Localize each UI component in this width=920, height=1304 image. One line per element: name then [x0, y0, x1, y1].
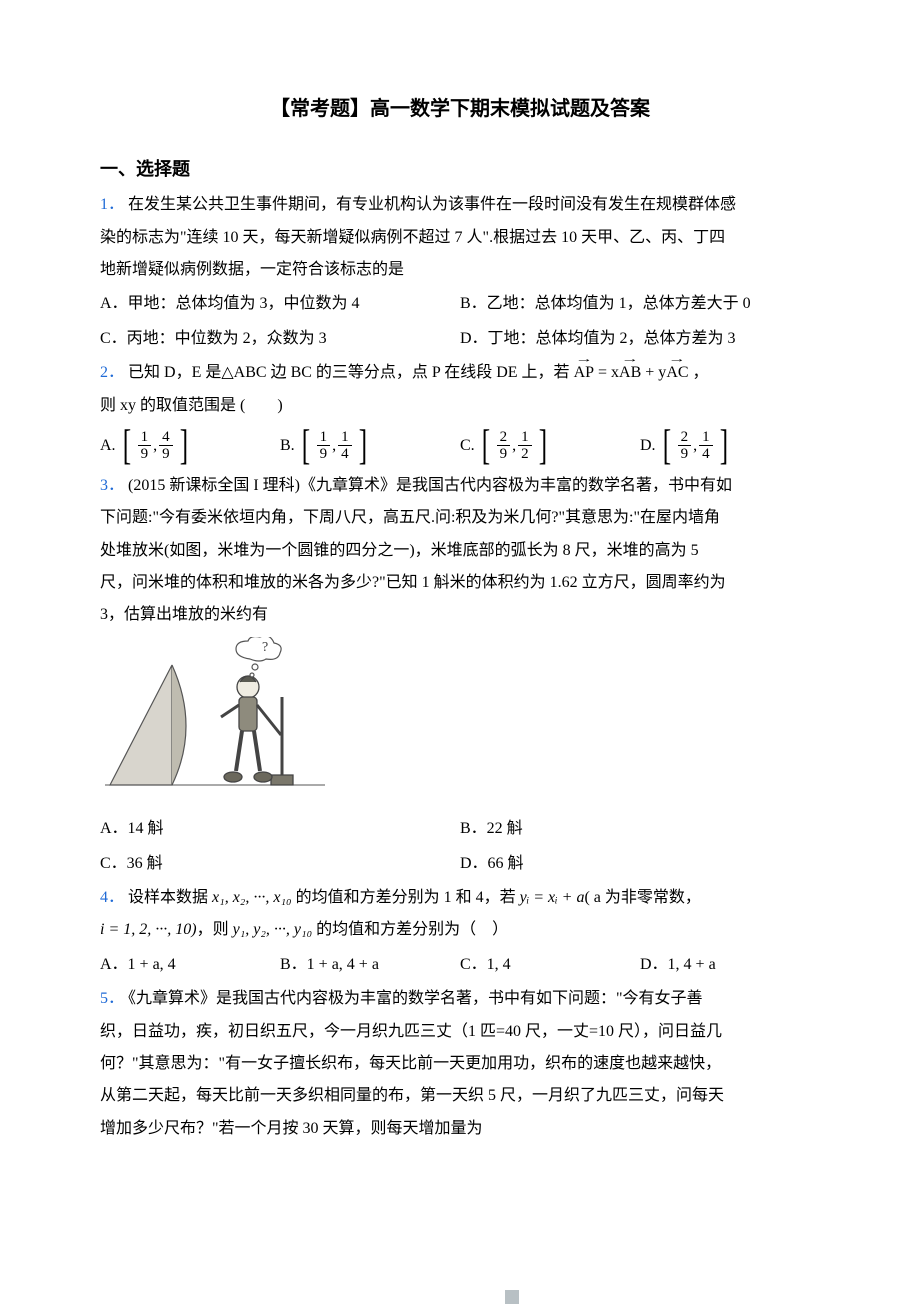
- q3-opt-c: C．36 斛: [100, 847, 460, 881]
- rice-pile-illustration: ?: [100, 637, 330, 797]
- q5-line5: 增加多少尺布？"若一个月按 30 天算，则每天增加量为: [100, 1114, 820, 1144]
- vec-ab: AB: [619, 358, 641, 388]
- q1-opt-c: C．丙地：中位数为 2，众数为 3: [100, 322, 460, 356]
- q4-t2c: 的均值和方差分别为（ ）: [312, 921, 508, 938]
- vec-ap: AP: [574, 358, 594, 388]
- q4-seq1: x₁, x₂, ···, x₁₀: [212, 889, 292, 906]
- q3-line2: 下问题:"今有委米依垣内角，下周八尺，高五尺.问:积及为米几何?"其意思为:"在…: [100, 503, 820, 533]
- q2-text-c: ，: [693, 364, 709, 381]
- interval-c: [29,12]: [479, 425, 550, 467]
- q4-irange: i = 1, 2, ···, 10): [100, 921, 197, 938]
- interval-a: [19,49]: [120, 425, 191, 467]
- q4-number: 4．: [100, 889, 124, 906]
- q4-text-b: 的均值和方差分别为 1 和 4，若: [292, 889, 520, 906]
- vec-ac: AC: [666, 358, 688, 388]
- q5-line2: 织，日益功，疾，初日织五尺，今一月织九匹三丈（1 匹=40 尺，一丈=10 尺）…: [100, 1017, 820, 1047]
- q4-text-a: 设样本数据: [128, 889, 212, 906]
- q3-line4: 尺，问米堆的体积和堆放的米各为多少?"已知 1 斛米的体积约为 1.62 立方尺…: [100, 568, 820, 598]
- q2-text-b: ABC 边 BC 的三等分点，点 P 在线段 DE 上，若: [234, 364, 570, 381]
- q4-seq2: y₁, y₂, ···, y₁₀: [233, 921, 313, 938]
- q4-opt-a: A．1 + a, 4: [100, 948, 280, 982]
- q2-stem-line1: 2．已知 D，E 是△ABC 边 BC 的三等分点，点 P 在线段 DE 上，若…: [100, 358, 820, 388]
- q3-t1: (2015 新课标全国 I 理科)《九章算术》是我国古代内容极为丰富的数学名著，…: [128, 477, 732, 494]
- q2-opt-a: A. [19,49]: [100, 423, 280, 469]
- q4-opt-b: B．1 + a, 4 + a: [280, 948, 460, 982]
- q1-opt-a: A．甲地：总体均值为 3，中位数为 4: [100, 287, 460, 321]
- q2-b-label: B.: [280, 431, 295, 461]
- q1-options: A．甲地：总体均值为 3，中位数为 4 B．乙地：总体均值为 1，总体方差大于 …: [100, 287, 820, 356]
- q4-opt-c: C．1, 4: [460, 948, 640, 982]
- q2-options: A. [19,49] B. [19,14] C. [29,12] D. [29,…: [100, 423, 820, 469]
- document-title: 【常考题】高一数学下期末模拟试题及答案: [100, 90, 820, 128]
- q5-number: 5．: [100, 990, 124, 1007]
- q2-opt-d: D. [29,14]: [640, 423, 820, 469]
- q4-options: A．1 + a, 4 B．1 + a, 4 + a C．1, 4 D．1, 4 …: [100, 948, 820, 982]
- q3-opt-d: D．66 斛: [460, 847, 820, 881]
- q3-line1: 3．(2015 新课标全国 I 理科)《九章算术》是我国古代内容极为丰富的数学名…: [100, 471, 820, 501]
- q2-d-label: D.: [640, 431, 656, 461]
- q5-line3: 何？"其意思为："有一女子擅长织布，每天比前一天更加用功，织布的速度也越来越快，: [100, 1049, 820, 1079]
- q4-t2b: ，则: [197, 921, 233, 938]
- q4-line1: 4．设样本数据 x₁, x₂, ···, x₁₀ 的均值和方差分别为 1 和 4…: [100, 883, 820, 913]
- q5-line1: 5．《九章算术》是我国古代内容极为丰富的数学名著，书中有如下问题："今有女子善: [100, 984, 820, 1014]
- q4-line2: i = 1, 2, ···, 10)，则 y₁, y₂, ···, y₁₀ 的均…: [100, 915, 820, 945]
- q3-line3: 处堆放米(如图，米堆为一个圆锥的四分之一)，米堆底部的弧长为 8 尺，米堆的高为…: [100, 536, 820, 566]
- section-heading: 一、选择题: [100, 152, 820, 186]
- q2-stem-line2: 则 xy 的取值范围是 ( ): [100, 391, 820, 421]
- q2-number: 2．: [100, 364, 124, 381]
- q1-line2: 染的标志为"连续 10 天，每天新增疑似病例不超过 7 人".根据过去 10 天…: [100, 223, 820, 253]
- q3-opt-a: A．14 斛: [100, 812, 460, 846]
- q3-number: 3．: [100, 477, 124, 494]
- q4-eq: yᵢ = xᵢ + a: [520, 889, 585, 906]
- q1-stem: 1．在发生某公共卫生事件期间，有专业机构认为该事件在一段时间没有发生在规模群体感: [100, 190, 820, 220]
- q3-opt-b: B．22 斛: [460, 812, 820, 846]
- exam-page: 【常考题】高一数学下期末模拟试题及答案 一、选择题 1．在发生某公共卫生事件期间…: [0, 0, 920, 1206]
- q2-vector-eq: AP = xAB + yAC: [574, 364, 693, 381]
- q1-opt-b: B．乙地：总体均值为 1，总体方差大于 0: [460, 287, 820, 321]
- q4-text-c: ( a 为非零常数，: [584, 889, 700, 906]
- q2-a-label: A.: [100, 431, 116, 461]
- q1-line3: 地新增疑似病例数据，一定符合该标志的是: [100, 255, 820, 285]
- q5-line4: 从第二天起，每天比前一天多织相同量的布，第一天织 5 尺，一月织了九匹三丈，问每…: [100, 1081, 820, 1111]
- q5-t1: 《九章算术》是我国古代内容极为丰富的数学名著，书中有如下问题："今有女子善: [128, 990, 703, 1007]
- q3-figure: ?: [100, 637, 820, 808]
- q3-options: A．14 斛 B．22 斛 C．36 斛 D．66 斛: [100, 812, 820, 881]
- q3-line5: 3，估算出堆放的米约有: [100, 600, 820, 630]
- q1-number: 1．: [100, 196, 124, 213]
- q2-c-label: C.: [460, 431, 475, 461]
- q2-opt-b: B. [19,14]: [280, 423, 460, 469]
- q1-line1: 在发生某公共卫生事件期间，有专业机构认为该事件在一段时间没有发生在规模群体感: [128, 196, 736, 213]
- q2-text-a: 已知 D，E 是: [128, 364, 221, 381]
- triangle-symbol: △: [221, 364, 233, 381]
- interval-b: [19,14]: [299, 425, 370, 467]
- svg-text:?: ?: [262, 640, 268, 655]
- q4-opt-d: D．1, 4 + a: [640, 948, 820, 982]
- interval-d: [29,14]: [660, 425, 731, 467]
- q2-opt-c: C. [29,12]: [460, 423, 640, 469]
